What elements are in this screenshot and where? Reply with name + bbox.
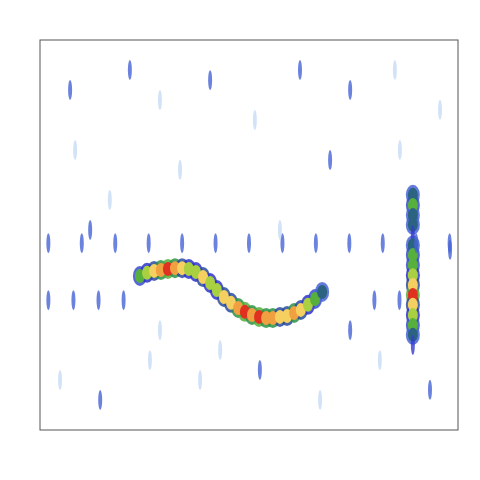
cell [348,80,352,100]
cell [253,110,257,130]
cell [128,60,132,80]
cell [414,233,418,253]
cell [411,335,415,355]
cell [147,233,151,253]
cell [158,90,162,110]
cell [108,190,112,210]
cell [68,80,72,100]
cell [298,60,302,80]
cell [46,233,50,253]
cell [347,233,351,253]
cell [372,290,376,310]
cell [46,290,50,310]
cell [80,233,84,253]
cell [314,233,318,253]
cell [180,233,184,253]
cell [208,70,212,90]
cell [158,320,162,340]
cell [393,60,397,80]
cell [247,233,251,253]
cell [71,290,75,310]
cell [398,140,402,160]
plot-background [40,40,458,430]
cell [258,360,262,380]
cells [46,60,452,410]
cell [88,220,92,240]
cell [113,233,117,253]
cell [218,340,222,360]
cell [122,290,126,310]
cell [448,240,452,260]
cell [97,290,101,310]
cell [148,350,152,370]
cell [397,290,401,310]
cell [438,100,442,120]
cell [73,140,77,160]
cell [98,390,102,410]
cell [318,390,322,410]
plot-frame [40,40,458,430]
cell [214,233,218,253]
cell [198,370,202,390]
cell [378,350,382,370]
cell [278,220,282,240]
chart [0,0,480,480]
cell [58,370,62,390]
cell [317,285,327,299]
cell [178,160,182,180]
cell [348,320,352,340]
cell [381,233,385,253]
cell [428,380,432,400]
cell [328,150,332,170]
